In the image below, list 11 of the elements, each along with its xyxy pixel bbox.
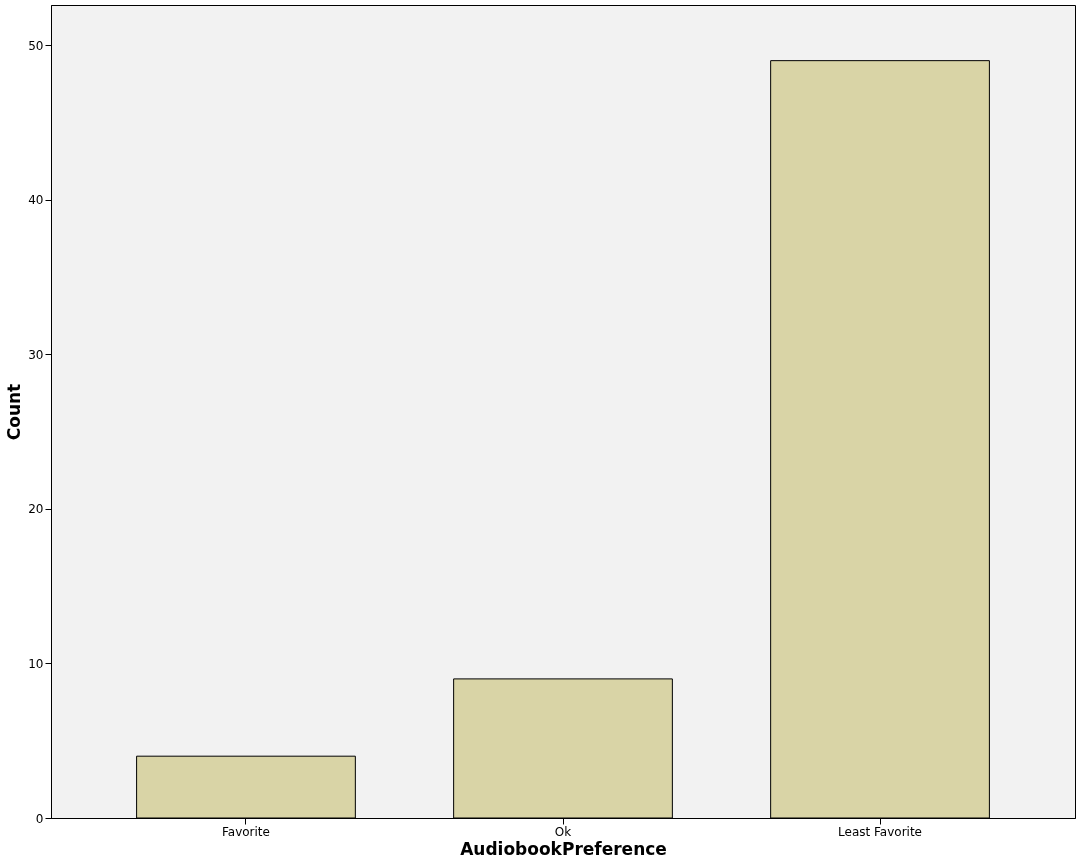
x-tick-label: Ok: [554, 824, 572, 839]
y-tick-label: 40: [28, 193, 44, 208]
y-tick-label: 30: [28, 347, 44, 362]
y-axis-title: Count: [4, 383, 25, 441]
x-tick-label: Favorite: [222, 824, 270, 839]
x-tick-label: Least Favorite: [838, 824, 922, 839]
y-tick-label: 10: [28, 656, 44, 671]
y-tick-label: 50: [28, 38, 44, 53]
y-tick-label: 20: [28, 502, 44, 517]
x-axis-title: AudiobookPreference: [460, 838, 667, 859]
y-tick-label: 0: [35, 811, 44, 826]
